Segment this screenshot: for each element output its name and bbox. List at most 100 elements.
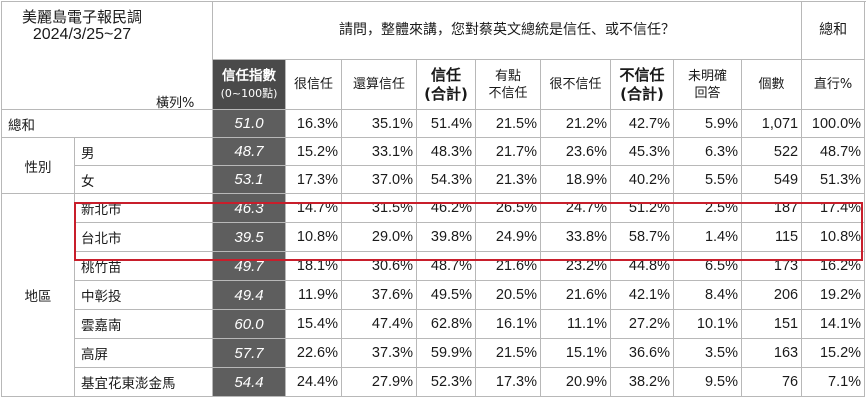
trust-total-cell: 52.3%	[416, 367, 477, 397]
count-header: 個數	[741, 59, 803, 110]
column-pct-cell: 10.8%	[801, 222, 866, 252]
column-pct-cell: 16.2%	[801, 251, 866, 281]
very-trust-cell: 18.1%	[285, 251, 343, 281]
very-distrust-cell: 21.2%	[540, 109, 612, 138]
row-label: 中彰投	[73, 280, 214, 310]
somewhat-distrust-cell: 21.3%	[475, 165, 542, 194]
index-header-label: 信任指數	[222, 67, 277, 84]
somewhat-distrust-cell: 20.5%	[475, 280, 542, 310]
distrust-total-cell: 58.7%	[610, 222, 675, 252]
somewhat-distrust-cell: 21.6%	[475, 251, 542, 281]
count-cell: 76	[741, 367, 803, 397]
poll-title: 美麗島電子報民調	[22, 8, 143, 26]
very-distrust-cell: 23.6%	[540, 137, 612, 166]
somewhat-distrust-header-line2: 不信任	[488, 85, 528, 101]
very-distrust-cell: 33.8%	[540, 222, 612, 252]
distrust-total-cell: 45.3%	[610, 137, 675, 166]
row-label: 桃竹苗	[73, 251, 214, 281]
group-label-gender: 性別	[1, 137, 75, 194]
undecided-cell: 1.4%	[673, 222, 743, 252]
table-row: 性別 男 48.7 15.2% 33.1% 48.3% 21.7% 23.6% …	[1, 137, 866, 194]
title-cell: 美麗島電子報民調 2024/3/25~27	[0, 1, 214, 110]
count-cell: 173	[741, 251, 803, 281]
somewhat-distrust-cell: 21.5%	[475, 109, 542, 138]
somewhat-distrust-header: 有點 不信任	[475, 59, 542, 110]
column-pct-cell: 48.7%	[801, 137, 866, 166]
column-pct-header: 直行%	[801, 59, 866, 110]
trust-index-cell: 60.0	[212, 309, 287, 339]
table-row: 中彰投 49.4 11.9% 37.6% 49.5% 20.5% 21.6% 4…	[2, 280, 866, 310]
very-distrust-cell: 20.9%	[540, 367, 612, 397]
somewhat-distrust-cell: 26.5%	[475, 193, 542, 223]
very-trust-header: 很信任	[285, 59, 343, 110]
somewhat-trust-header: 還算信任	[341, 59, 418, 110]
undecided-cell: 2.5%	[673, 193, 743, 223]
somewhat-trust-cell: 37.0%	[341, 165, 418, 194]
column-pct-cell: 51.3%	[801, 165, 866, 194]
somewhat-trust-cell: 47.4%	[341, 309, 418, 339]
question-header: 請問，整體來講，您對蔡英文總統是信任、或不信任？	[212, 1, 803, 60]
distrust-total-cell: 42.7%	[610, 109, 675, 138]
trust-total-cell: 49.5%	[416, 280, 477, 310]
very-distrust-cell: 15.1%	[540, 338, 612, 368]
trust-index-cell: 54.4	[212, 367, 287, 397]
somewhat-distrust-header-line1: 有點	[495, 68, 522, 84]
table-row: 地區 新北市 46.3 14.7% 31.5% 46.2% 26.5% 24.7…	[1, 193, 866, 397]
very-trust-cell: 15.4%	[285, 309, 343, 339]
undecided-cell: 6.5%	[673, 251, 743, 281]
distrust-total-cell: 38.2%	[610, 367, 675, 397]
very-distrust-cell: 18.9%	[540, 165, 612, 194]
undecided-cell: 6.3%	[673, 137, 743, 166]
distrust-total-cell: 27.2%	[610, 309, 675, 339]
distrust-total-cell: 40.2%	[610, 165, 675, 194]
trust-total-cell: 39.8%	[416, 222, 477, 252]
distrust-total-header-line1: 不信任	[619, 65, 665, 84]
undecided-cell: 5.9%	[673, 109, 743, 138]
trust-total-cell: 54.3%	[416, 165, 477, 194]
somewhat-trust-cell: 37.3%	[341, 338, 418, 368]
somewhat-trust-cell: 29.0%	[341, 222, 418, 252]
undecided-cell: 8.4%	[673, 280, 743, 310]
undecided-cell: 5.5%	[673, 165, 743, 194]
count-cell: 522	[741, 137, 803, 166]
count-cell: 187	[741, 193, 803, 223]
undecided-cell: 10.1%	[673, 309, 743, 339]
trust-index-cell: 49.4	[212, 280, 287, 310]
column-pct-cell: 19.2%	[801, 280, 866, 310]
column-pct-cell: 7.1%	[801, 367, 866, 397]
table-row: 桃竹苗 49.7 18.1% 30.6% 48.7% 21.6% 23.2% 4…	[2, 251, 866, 281]
table-row: 女 53.1 17.3% 37.0% 54.3% 21.3% 18.9% 40.…	[2, 165, 866, 194]
row-label: 女	[73, 165, 214, 194]
poll-date: 2024/3/25~27	[32, 26, 132, 43]
count-cell: 163	[741, 338, 803, 368]
very-distrust-header: 很不信任	[540, 59, 612, 110]
table-row: 台北市 39.5 10.8% 29.0% 39.8% 24.9% 33.8% 5…	[2, 222, 866, 252]
somewhat-trust-cell: 33.1%	[341, 137, 418, 166]
trust-total-cell: 51.4%	[416, 109, 477, 138]
distrust-total-header: 不信任 (合計)	[610, 59, 675, 110]
poll-crosstab-table: 美麗島電子報民調 2024/3/25~27 請問，整體來講，您對蔡英文總統是信任…	[0, 1, 866, 397]
undecided-header: 未明確 回答	[673, 59, 743, 110]
somewhat-distrust-cell: 24.9%	[475, 222, 542, 252]
row-label: 高屏	[73, 338, 214, 368]
very-distrust-cell: 21.6%	[540, 280, 612, 310]
table-row: 基宜花東澎金馬 54.4 24.4% 27.9% 52.3% 17.3% 20.…	[2, 367, 866, 397]
very-trust-cell: 17.3%	[285, 165, 343, 194]
distrust-total-header-line2: (合計)	[620, 84, 664, 103]
very-distrust-cell: 23.2%	[540, 251, 612, 281]
trust-total-cell: 46.2%	[416, 193, 477, 223]
column-pct-cell: 17.4%	[801, 193, 866, 223]
trust-index-cell: 51.0	[212, 109, 287, 138]
column-pct-cell: 15.2%	[801, 338, 866, 368]
count-cell: 549	[741, 165, 803, 194]
somewhat-trust-cell: 31.5%	[341, 193, 418, 223]
group-label-region: 地區	[1, 193, 75, 397]
column-pct-cell: 100.0%	[801, 109, 866, 138]
undecided-cell: 9.5%	[673, 367, 743, 397]
very-trust-cell: 16.3%	[285, 109, 343, 138]
somewhat-distrust-cell: 21.7%	[475, 137, 542, 166]
somewhat-distrust-cell: 16.1%	[475, 309, 542, 339]
somewhat-distrust-cell: 21.5%	[475, 338, 542, 368]
trust-total-cell: 48.7%	[416, 251, 477, 281]
